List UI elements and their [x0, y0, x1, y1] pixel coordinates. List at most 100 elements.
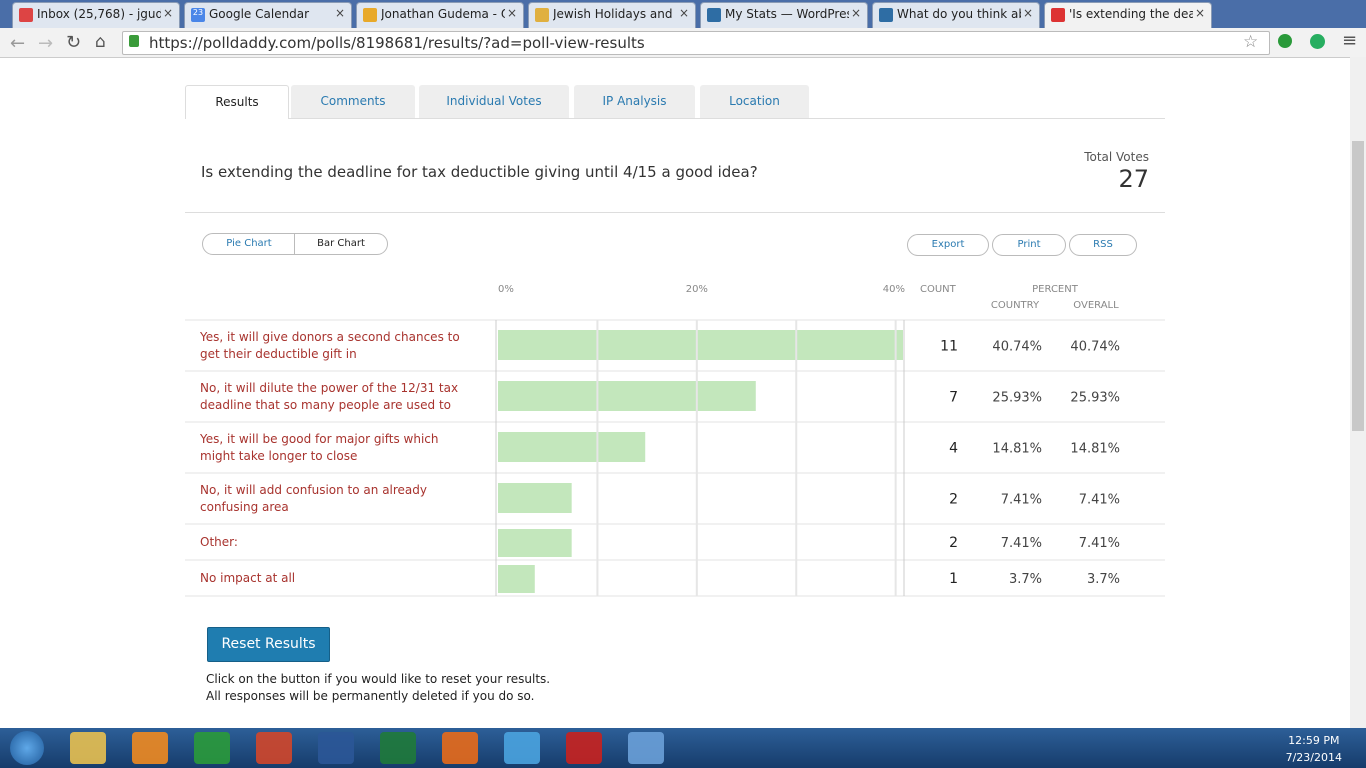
favicon [1051, 8, 1065, 22]
scrollbar [1350, 57, 1366, 728]
taskbar: 12:59 PM 7/23/2014 [0, 728, 1366, 768]
browser-tab[interactable]: Jewish Holidays and F × [528, 2, 696, 28]
favicon [879, 8, 893, 22]
tab-title: Jonathan Gudema - O [381, 7, 505, 21]
overall-percent: 7.41% [1079, 536, 1120, 551]
answer-label: Other: [200, 535, 238, 549]
nav-tab[interactable]: Location [700, 85, 809, 118]
reset-button[interactable]: Reset Results [207, 627, 330, 662]
tab-title: 'Is extending the dead [1069, 7, 1193, 21]
tab-title: Jewish Holidays and F [553, 7, 677, 21]
column-header: COUNT [920, 284, 957, 295]
total-votes-label: Total Votes [1084, 150, 1149, 164]
tab-close[interactable]: × [1194, 6, 1205, 20]
taskbar-icon[interactable] [628, 732, 664, 764]
action-button[interactable]: RSS [1069, 234, 1137, 256]
overall-percent: 3.7% [1087, 572, 1120, 587]
reset-warning: All responses will be permanently delete… [206, 689, 535, 703]
bar [498, 483, 572, 513]
country-percent: 7.41% [1001, 493, 1042, 508]
browser-tab[interactable]: Jonathan Gudema - O × [356, 2, 524, 28]
nav-tab[interactable]: Individual Votes [419, 85, 569, 118]
tab-close[interactable]: × [678, 6, 689, 20]
taskbar-icon[interactable] [194, 732, 230, 764]
taskbar-icon[interactable] [566, 732, 602, 764]
action-button[interactable]: Export [907, 234, 989, 256]
column-header: OVERALL [1073, 300, 1119, 311]
action-button[interactable]: Print [992, 234, 1066, 256]
time: 12:59 PM [1288, 734, 1340, 747]
tab-close[interactable]: × [850, 6, 861, 20]
overall-percent: 40.74% [1070, 340, 1120, 355]
extension-icon[interactable] [1278, 34, 1292, 48]
tab-strip: Inbox (25,768) - jgude × 23 Google Calendar… [0, 0, 1366, 28]
count: 2 [949, 492, 958, 508]
browser-tab[interactable]: What do you think ab × [872, 2, 1040, 28]
country-percent: 25.93% [992, 391, 1042, 406]
scroll-thumb[interactable] [1352, 141, 1364, 431]
nav-tab[interactable]: Results [185, 85, 289, 119]
start-button[interactable] [10, 731, 44, 765]
answer-label: No, it will dilute the power of the 12/3… [200, 381, 458, 412]
column-header: PERCENT [1032, 284, 1079, 295]
favicon: 23 [191, 8, 205, 22]
count: 11 [940, 339, 958, 355]
browser-chrome: Inbox (25,768) - jgude × 23 Google Calendar… [0, 0, 1366, 58]
taskbar-icon[interactable] [504, 732, 540, 764]
favicon [535, 8, 549, 22]
count: 4 [949, 441, 958, 457]
bar [498, 381, 756, 411]
bar [498, 432, 646, 462]
country-percent: 40.74% [992, 340, 1042, 355]
browser-tab[interactable]: Inbox (25,768) - jgude × [12, 2, 180, 28]
browser-tab[interactable]: 23 Google Calendar × [184, 2, 352, 28]
x-tick-label: 0% [498, 284, 514, 295]
browser-tab[interactable]: 'Is extending the dead × [1044, 2, 1212, 28]
overall-percent: 7.41% [1079, 493, 1120, 508]
country-percent: 7.41% [1001, 536, 1042, 551]
country-percent: 14.81% [992, 442, 1042, 457]
tab-title: My Stats — WordPres [725, 7, 849, 21]
tab-title: Google Calendar [209, 7, 310, 21]
nav-tab[interactable]: Comments [291, 85, 415, 118]
poll-question: Is extending the deadline for tax deduct… [201, 163, 758, 181]
favicon [363, 8, 377, 22]
home-button[interactable]: ⌂ [95, 32, 106, 52]
taskbar-icon[interactable] [318, 732, 354, 764]
nav-tab[interactable]: IP Analysis [574, 85, 695, 118]
reload-button[interactable]: ↻ [66, 32, 82, 53]
count: 7 [949, 390, 958, 406]
answer-label: Yes, it will give donors a second chance… [199, 330, 460, 361]
taskbar-icon[interactable] [70, 732, 106, 764]
browser-tab[interactable]: My Stats — WordPres × [700, 2, 868, 28]
forward-button[interactable]: → [38, 33, 54, 54]
divider [185, 212, 1165, 213]
answer-label: Yes, it will be good for major gifts whi… [199, 432, 439, 463]
back-button[interactable]: ← [10, 33, 26, 54]
menu-button[interactable]: ≡ [1342, 30, 1358, 51]
x-tick-label: 20% [686, 284, 708, 295]
count: 2 [949, 535, 958, 551]
column-header: COUNTRY [991, 300, 1040, 311]
tab-close[interactable]: × [334, 6, 345, 20]
tab-close[interactable]: × [506, 6, 517, 20]
taskbar-icon[interactable] [256, 732, 292, 764]
tab-close[interactable]: × [162, 6, 173, 20]
address-bar[interactable]: https://polldaddy.com/polls/8198681/resu… [122, 31, 1270, 55]
count: 1 [949, 571, 958, 587]
reset-note: Click on the button if you would like to… [206, 672, 551, 686]
taskbar-icon[interactable] [132, 732, 168, 764]
tab-close[interactable]: × [1022, 6, 1033, 20]
bookmark-star[interactable]: ☆ [1243, 32, 1259, 52]
taskbar-icon[interactable] [380, 732, 416, 764]
view-button[interactable]: Bar Chart [294, 233, 388, 255]
date: 7/23/2014 [1285, 751, 1342, 764]
extension-icon[interactable] [1310, 34, 1325, 49]
favicon [19, 8, 33, 22]
panel-border [185, 118, 1165, 119]
bar [498, 529, 572, 557]
country-percent: 3.7% [1009, 572, 1042, 587]
taskbar-icon[interactable] [442, 732, 478, 764]
lock-icon [129, 35, 139, 47]
